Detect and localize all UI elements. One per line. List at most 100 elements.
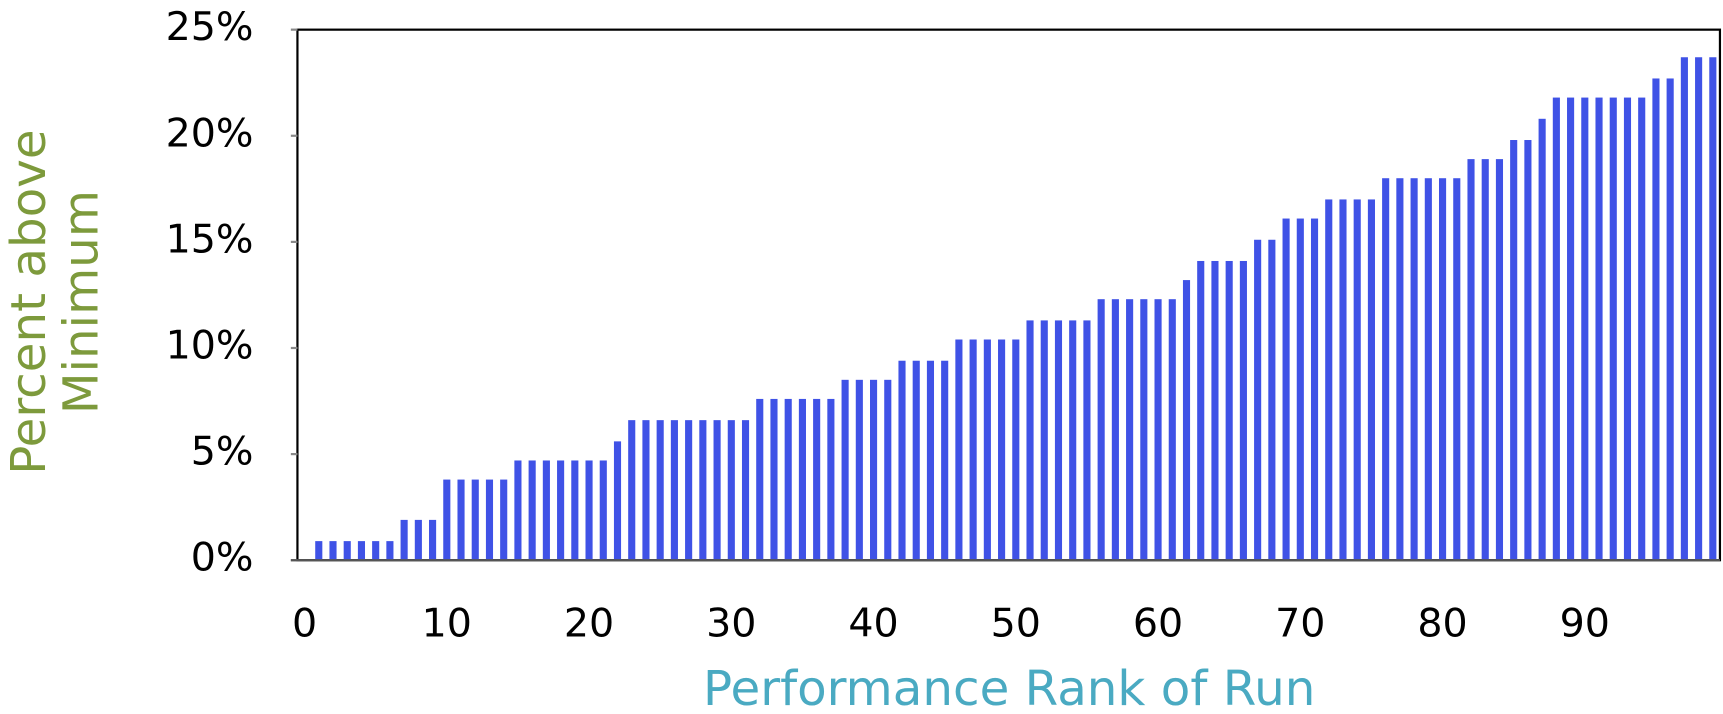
bar	[1168, 299, 1176, 561]
bar	[898, 360, 906, 561]
bar	[1026, 320, 1034, 561]
bar	[926, 360, 935, 561]
bar	[741, 420, 750, 561]
bar	[429, 519, 437, 561]
bar	[798, 398, 806, 561]
bar	[869, 379, 878, 561]
bar	[1695, 57, 1703, 561]
bar	[941, 360, 949, 561]
bar	[1339, 199, 1347, 561]
bar	[1709, 57, 1717, 561]
y-tick-label: 25%	[166, 4, 254, 50]
y-axis-label: Percent above Minimum	[3, 129, 111, 475]
bar	[1538, 118, 1546, 561]
bar	[1097, 299, 1105, 561]
bar	[770, 398, 778, 561]
bar	[329, 541, 337, 561]
y-tick-label: 5%	[191, 429, 254, 475]
bar	[414, 519, 422, 561]
bar	[528, 460, 536, 561]
bar	[1609, 97, 1617, 561]
bar	[357, 541, 366, 561]
bar	[1239, 260, 1247, 561]
bar	[343, 541, 351, 561]
bar	[585, 460, 593, 561]
bar	[372, 541, 380, 561]
bar	[1367, 199, 1375, 561]
bar	[599, 460, 607, 561]
bar	[969, 339, 977, 561]
bar	[400, 519, 408, 561]
bar	[699, 420, 707, 561]
bar	[1467, 159, 1475, 561]
x-tick-label: 50	[991, 601, 1041, 647]
bar	[1040, 320, 1048, 561]
bar	[315, 541, 323, 561]
bar	[1495, 159, 1504, 561]
bar	[514, 460, 522, 561]
bar	[998, 339, 1006, 561]
y-tick-label: 0%	[191, 535, 254, 581]
bar	[656, 420, 664, 561]
bar	[443, 479, 451, 561]
bar	[1310, 218, 1319, 561]
bar	[642, 420, 650, 561]
bar	[500, 479, 508, 561]
bar	[1581, 97, 1589, 561]
bar	[542, 460, 550, 561]
bar	[713, 420, 721, 561]
bar	[457, 479, 465, 561]
bar	[1439, 178, 1447, 561]
bar	[827, 398, 835, 561]
x-tick-label: 60	[1133, 601, 1183, 647]
bar	[1595, 97, 1603, 561]
bar	[1054, 320, 1063, 561]
bar	[1567, 97, 1575, 561]
y-tick-label: 10%	[166, 322, 254, 368]
bar	[1524, 140, 1532, 561]
x-tick-label: 70	[1275, 601, 1325, 647]
bar	[841, 379, 849, 561]
bar	[571, 460, 579, 561]
bar	[1510, 140, 1518, 561]
bar	[1552, 97, 1560, 561]
bar	[1382, 178, 1390, 561]
bar	[1111, 299, 1119, 561]
bar	[1268, 239, 1276, 561]
bar	[1638, 97, 1646, 561]
bar	[670, 420, 678, 561]
plot-frame	[296, 28, 1722, 562]
bar	[756, 398, 764, 561]
bar	[557, 460, 565, 561]
x-tick-label: 80	[1417, 601, 1467, 647]
bar	[813, 398, 821, 561]
bar	[1481, 159, 1489, 561]
bar	[1325, 199, 1333, 561]
bar	[884, 379, 892, 561]
bar	[784, 398, 792, 561]
bar	[485, 479, 494, 561]
y-tick-label: 20%	[166, 110, 254, 156]
bar	[1424, 178, 1432, 561]
bar	[471, 479, 479, 561]
x-tick-label: 30	[706, 601, 756, 647]
bar	[1182, 280, 1191, 561]
bar	[1396, 178, 1404, 561]
bar	[1140, 299, 1148, 561]
bar	[1197, 260, 1205, 561]
bar	[1154, 299, 1162, 561]
bar	[912, 360, 920, 561]
bar	[1666, 78, 1674, 561]
bar	[1083, 320, 1091, 561]
x-tick-label: 40	[848, 601, 898, 647]
bar	[1680, 57, 1688, 561]
bar	[1652, 78, 1660, 561]
y-axis-label-box: Percent above Minimum	[3, 129, 111, 475]
bar	[1353, 199, 1361, 561]
bar	[855, 379, 863, 561]
bar	[1211, 260, 1219, 561]
x-tick-label: 90	[1560, 601, 1610, 647]
bar	[1410, 178, 1418, 561]
bar	[628, 420, 636, 561]
